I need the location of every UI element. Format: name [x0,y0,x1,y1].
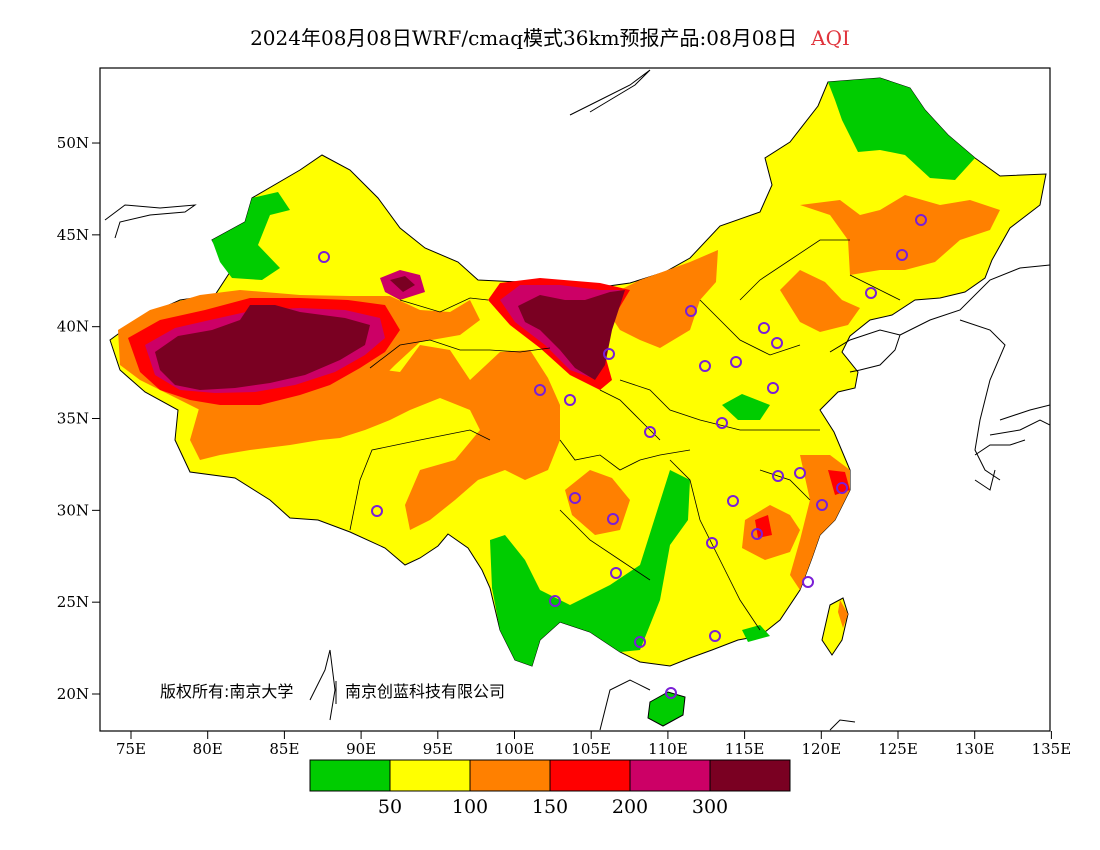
map-layers [109,77,1047,727]
x-tick-label: 85E [269,740,299,758]
x-tick-label: 75E [116,740,146,758]
aqi-hazardous-east-xinjiang [390,276,415,292]
monitoring-stations [318,214,927,699]
station-marker [767,382,779,394]
copyright-right: 南京创蓝科技有限公司 [345,682,505,701]
x-tick-label: 125E [878,740,918,758]
station-marker [534,384,546,396]
y-axis: 20N 25N 30N 35N 40N 45N 50N [57,134,100,703]
aqi-sensitive-sichuan [565,470,630,535]
x-tick-label: 90E [346,740,376,758]
station-marker [915,214,927,226]
x-tick-label: 80E [193,740,223,758]
station-marker [607,513,619,525]
legend-swatch [549,759,631,792]
station-marker [685,305,697,317]
station-marker [634,636,646,648]
aqi-good-guangdong [742,625,770,642]
station-marker [564,394,576,406]
aqi-good-southwest [490,470,690,666]
x-tick-label: 120E [802,740,842,758]
map-frame [99,67,1051,732]
station-marker [896,249,908,261]
y-tick-label: 25N [57,593,89,611]
legend-swatch [629,759,711,792]
x-tick-label: 115E [725,740,765,758]
aqi-sensitive-hebei [780,270,860,332]
x-tick-label: 95E [423,740,453,758]
aqi-unhealthy-jiangxi [755,515,772,538]
station-marker [569,492,581,504]
copyright-left: 版权所有:南京大学 [160,682,293,701]
title-variable: AQI [811,26,850,50]
station-marker [665,687,677,699]
station-marker [758,322,770,334]
legend-label: 150 [532,796,568,818]
x-tick-label: 100E [495,740,535,758]
legend-swatch [389,759,471,792]
station-marker [727,495,739,507]
y-tick-label: 45N [57,226,89,244]
station-marker [716,417,728,429]
aqi-legend: 50 100 150 200 300 [309,759,791,818]
aqi-unhealthy-jiangsu [828,470,850,495]
y-tick-label: 30N [57,501,89,519]
station-marker [794,467,806,479]
y-tick-label: 50N [57,134,89,152]
chart-title: 2024年08月08日WRF/cmaq模式36km预报产品:08月08日 AQI [0,22,1100,51]
x-tick-label: 110E [648,740,688,758]
aqi-good-xinjiang [212,192,290,280]
legend-label: 300 [692,796,728,818]
station-marker [772,470,784,482]
station-marker [644,426,656,438]
legend-label: 100 [452,796,488,818]
station-marker [771,337,783,349]
station-marker [603,348,615,360]
station-marker [371,505,383,517]
hainan-island [647,691,686,727]
x-tick-label: 105E [571,740,611,758]
station-marker [730,356,742,368]
aqi-sensitive-inner-mongolia [600,250,718,348]
boundary-lines [349,239,901,631]
x-tick-label: 135E [1032,740,1072,758]
station-marker [816,499,828,511]
station-marker [751,528,763,540]
aqi-good-shandong [722,394,770,420]
aqi-hazardous-inner-mongolia [518,290,625,380]
legend-swatch [709,759,791,792]
legend-label: 50 [378,796,402,818]
aqi-good-northeast [828,78,975,180]
title-main: 2024年08月08日WRF/cmaq模式36km预报产品:08月08日 [250,26,798,50]
y-tick-label: 35N [57,410,89,428]
y-tick-label: 20N [57,685,89,703]
x-axis: 75E 80E 85E 90E 95E 100E 105E 110E 115E 120E 125E 1… [116,731,1071,758]
legend-label: 200 [612,796,648,818]
station-marker [836,482,848,494]
station-marker [610,567,622,579]
legend-swatch [309,759,391,792]
taiwan-east-coast [838,600,848,628]
neighbour-coastlines [104,69,1050,731]
station-marker [549,595,561,607]
station-marker [706,537,718,549]
station-marker [709,630,721,642]
legend-swatch [469,759,551,792]
station-marker [318,251,330,263]
y-tick-label: 40N [57,318,89,336]
station-marker [699,360,711,372]
station-marker [865,287,877,299]
station-marker [802,576,814,588]
aqi-sensitive-northeast-band [800,195,1000,275]
x-tick-label: 130E [955,740,995,758]
aqi-hazardous-taklamakan [155,305,370,390]
